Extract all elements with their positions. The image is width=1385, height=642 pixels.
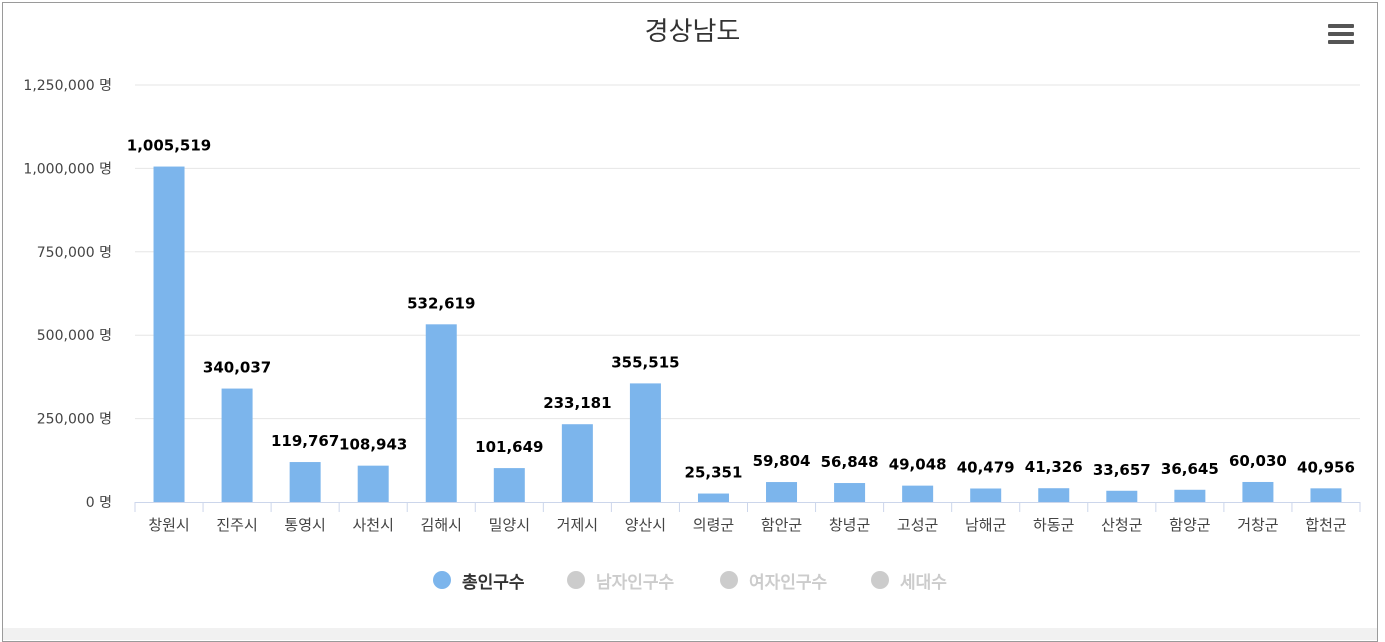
y-tick-label: 750,000 명 — [37, 245, 112, 261]
data-label: 60,030 — [1229, 452, 1287, 470]
data-label: 1,005,519 — [127, 137, 211, 155]
x-tick-label: 함안군 — [761, 516, 803, 534]
data-label: 59,804 — [753, 452, 811, 470]
data-label: 56,848 — [821, 453, 879, 471]
x-tick-label: 거창군 — [1237, 516, 1279, 534]
x-tick-label: 함양군 — [1169, 516, 1211, 534]
bar — [357, 465, 389, 502]
bar — [425, 324, 457, 502]
x-tick-label: 사천시 — [352, 516, 393, 534]
legend-item[interactable]: 남자인구수 — [567, 566, 674, 594]
bar — [697, 493, 729, 502]
legend-item[interactable]: 총인구수 — [433, 566, 525, 594]
y-tick-label: 1,000,000 명 — [23, 161, 112, 177]
legend-label: 여자인구수 — [749, 572, 828, 593]
bar — [561, 424, 593, 502]
bar — [1242, 481, 1274, 502]
chart-plot: 0 명 250,000 명 500,000 명 750,000 명 1,000,000 … — [23, 78, 1361, 534]
x-tick-label: 통영시 — [284, 516, 325, 534]
legend-label: 총인구수 — [462, 572, 525, 593]
x-tick-label: 진주시 — [216, 516, 257, 534]
legend-label: 세대수 — [900, 572, 947, 593]
bar — [629, 383, 661, 502]
chart-title: 경상남도 — [644, 17, 741, 47]
hamburger-menu-icon[interactable] — [1328, 24, 1358, 50]
x-tick-label: 양산시 — [625, 516, 666, 534]
data-label: 119,767 — [271, 432, 339, 450]
x-tick-label: 의령군 — [693, 516, 735, 534]
x-tick-label: 거제시 — [557, 516, 598, 534]
bar — [766, 482, 798, 502]
scroll-strip — [3, 628, 1377, 640]
legend-dot-icon — [871, 571, 889, 589]
bar — [1038, 488, 1070, 502]
bar — [289, 462, 321, 502]
legend-label: 남자인구수 — [596, 572, 675, 593]
y-tick-label: 500,000 명 — [37, 328, 112, 344]
x-tick-label: 합천군 — [1305, 516, 1347, 534]
x-tick-label: 산청군 — [1101, 516, 1143, 534]
bar — [1174, 489, 1206, 502]
y-tick-label: 1,250,000 명 — [23, 78, 112, 94]
data-label: 233,181 — [543, 394, 611, 412]
legend-item[interactable]: 여자인구수 — [720, 566, 827, 594]
x-tick-label: 창녕군 — [829, 516, 871, 534]
data-label: 108,943 — [339, 436, 407, 454]
x-tick-label: 남해군 — [965, 516, 1007, 534]
data-label: 49,048 — [889, 456, 947, 474]
bar — [221, 388, 253, 502]
bar — [834, 483, 866, 502]
x-tick-label: 밀양시 — [489, 516, 530, 534]
data-label: 355,515 — [611, 353, 679, 371]
bar — [1106, 490, 1138, 502]
bar — [493, 468, 525, 502]
bar — [902, 485, 934, 502]
x-tick-label: 하동군 — [1033, 516, 1075, 534]
legend-dot-icon — [720, 571, 738, 589]
data-label: 33,657 — [1093, 461, 1151, 479]
data-label: 40,956 — [1297, 458, 1355, 476]
x-tick-label: 창원시 — [148, 516, 189, 534]
data-label: 532,619 — [407, 294, 475, 312]
bar — [970, 488, 1002, 502]
data-label: 101,649 — [475, 438, 543, 456]
legend-item[interactable]: 세대수 — [871, 566, 947, 594]
data-label: 340,037 — [203, 359, 271, 377]
data-label: 25,351 — [685, 464, 743, 482]
y-tick-label: 250,000 명 — [37, 412, 112, 428]
data-label: 40,479 — [957, 458, 1015, 476]
data-label: 41,326 — [1025, 458, 1083, 476]
x-tick-label: 김해시 — [421, 516, 462, 534]
data-label: 36,645 — [1161, 460, 1219, 478]
chart-legend: 총인구수 남자인구수 여자인구수 세대수 — [0, 566, 1385, 594]
bar — [153, 166, 185, 502]
legend-dot-icon — [567, 571, 585, 589]
legend-dot-icon — [433, 571, 451, 589]
x-tick-label: 고성군 — [897, 516, 939, 534]
y-tick-label: 0 명 — [86, 495, 112, 511]
bar — [1310, 488, 1342, 502]
